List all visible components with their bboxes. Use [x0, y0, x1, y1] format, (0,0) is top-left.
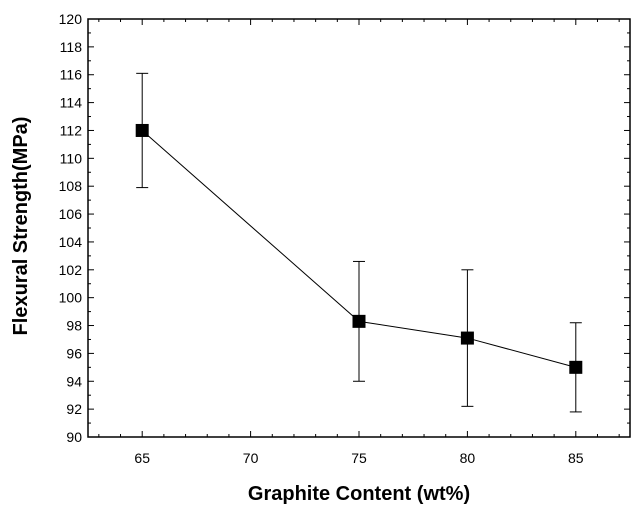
data-point [460, 331, 474, 345]
axis-ticks: 90 92 94 96 98 100 102 104 106 108 110 112 114 116 118… [59, 11, 630, 466]
series-line [141, 130, 576, 368]
y-tick-label: 110 [60, 150, 83, 166]
x-axis-title: Graphite Content (wt%) [248, 483, 470, 505]
x-tick-label: 85 [568, 450, 584, 466]
y-tick-label: 112 [60, 122, 83, 138]
y-tick-label: 106 [59, 206, 83, 222]
y-tick-label: 108 [59, 178, 83, 194]
x-tick-label: 80 [460, 450, 476, 466]
x-tick-label: 70 [243, 450, 259, 466]
y-tick-label: 90 [66, 429, 82, 445]
x-tick-label: 75 [351, 450, 367, 466]
y-tick-label: 116 [60, 67, 83, 83]
data-point [135, 123, 149, 137]
data-point [352, 314, 366, 328]
y-tick-label: 104 [59, 234, 83, 250]
data-series [135, 72, 583, 413]
y-tick-label: 96 [66, 345, 82, 361]
y-tick-label: 94 [66, 373, 82, 389]
y-tick-label: 114 [60, 95, 83, 111]
data-point [569, 360, 583, 374]
x-tick-label: 65 [134, 450, 150, 466]
y-tick-label: 98 [66, 318, 82, 334]
y-tick-label: 118 [60, 39, 83, 55]
y-tick-label: 92 [66, 401, 82, 417]
y-tick-label: 100 [59, 290, 83, 306]
y-tick-label: 102 [59, 262, 83, 278]
y-axis-title: Flexural Strength(MPa) [10, 117, 32, 336]
y-tick-label: 120 [59, 11, 83, 27]
